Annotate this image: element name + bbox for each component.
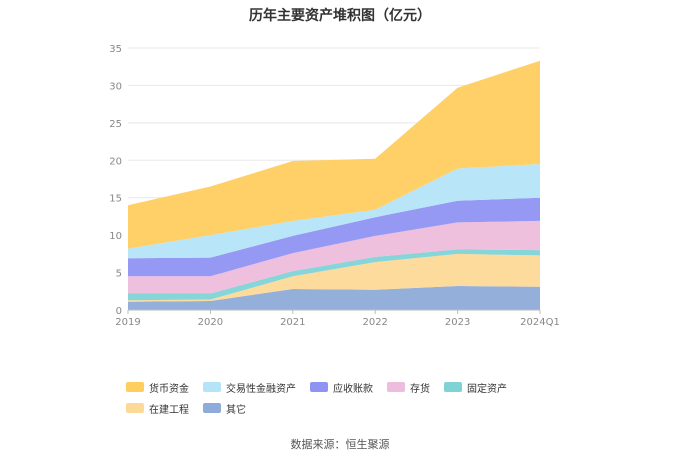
legend-item[interactable]: 固定资产: [444, 379, 507, 395]
legend-label: 在建工程: [149, 404, 189, 416]
area-series-5: [128, 164, 540, 259]
legend-swatch: [203, 403, 221, 413]
area-series-6: [128, 60, 540, 249]
legend-label: 固定资产: [467, 383, 507, 395]
y-tick-label: 25: [109, 119, 122, 130]
area-series: [128, 60, 540, 310]
chart-title: 历年主要资产堆积图（亿元）: [249, 7, 431, 24]
y-tick-label: 15: [109, 194, 122, 205]
legend-swatch: [126, 403, 144, 413]
data-source-note: 数据来源：恒生聚源: [290, 438, 390, 451]
area-series-0: [128, 286, 540, 310]
y-tick-label: 35: [109, 44, 122, 55]
legend-swatch: [126, 382, 144, 392]
area-series-4: [128, 197, 540, 277]
x-tick-label: 2019: [115, 317, 140, 328]
area-series-3: [128, 220, 540, 294]
legend-label: 交易性金融资产: [226, 383, 296, 395]
y-tick-label: 30: [109, 81, 122, 92]
x-tick-label: 2023: [445, 317, 470, 328]
legend-item[interactable]: 应收账款: [310, 379, 373, 395]
legend: 货币资金 交易性金融资产 应收账款 存货 固定资产在建工程 其它: [126, 377, 586, 419]
legend-item[interactable]: 存货: [387, 379, 430, 395]
y-tick-label: 5: [116, 269, 122, 280]
legend-swatch: [203, 382, 221, 392]
legend-label: 其它: [226, 404, 246, 416]
legend-item[interactable]: 其它: [203, 400, 246, 416]
area-series-1: [128, 253, 540, 302]
legend-label: 应收账款: [333, 383, 373, 395]
y-tick-label: 10: [109, 231, 122, 242]
legend-swatch: [310, 382, 328, 392]
y-tick-label: 20: [109, 156, 122, 167]
x-tick-label: 2024Q1: [520, 317, 560, 328]
x-tick-label: 2021: [280, 317, 305, 328]
y-tick-label: 0: [116, 306, 122, 317]
legend-swatch: [387, 382, 405, 392]
legend-label: 存货: [410, 383, 430, 395]
legend-item[interactable]: 货币资金: [126, 379, 189, 395]
area-series-2: [128, 249, 540, 301]
legend-swatch: [444, 382, 462, 392]
legend-item[interactable]: 在建工程: [126, 400, 189, 416]
x-tick-label: 2020: [198, 317, 223, 328]
x-axis: 2019 2020 2021 2022 2023 2024Q1: [115, 309, 560, 328]
x-tick-label: 2022: [362, 317, 387, 328]
legend-label: 货币资金: [149, 383, 189, 395]
legend-item[interactable]: 交易性金融资产: [203, 379, 296, 395]
y-axis: 0 5 10 15 20 25 30 35: [109, 44, 122, 317]
